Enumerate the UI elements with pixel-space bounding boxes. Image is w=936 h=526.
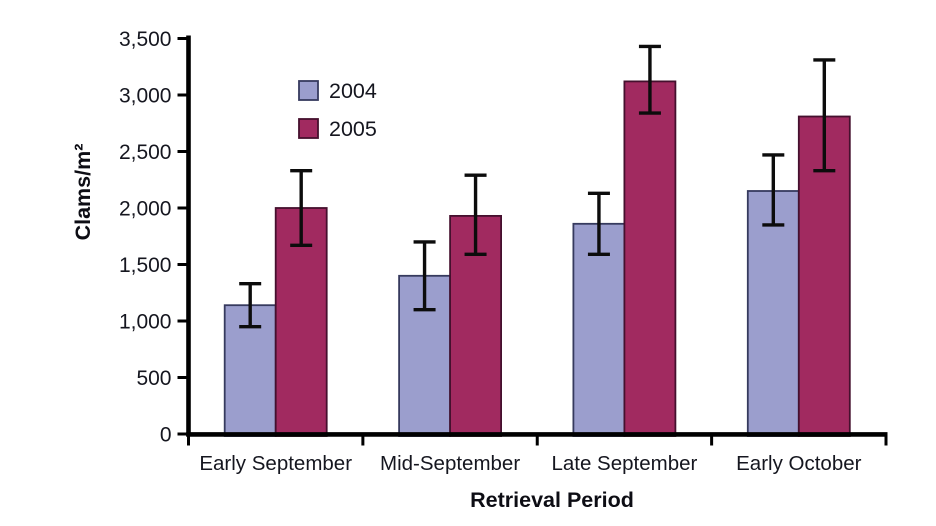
x-tick-label-0: Early September — [199, 452, 352, 475]
y-tick-label-3000: 3,000 — [119, 85, 172, 108]
bar-2004-3 — [746, 190, 800, 437]
bar-2005-0 — [274, 207, 328, 437]
y-tick-label-3500: 3,500 — [119, 28, 172, 51]
legend-swatch-1 — [298, 118, 319, 139]
y-tick-label-1000: 1,000 — [119, 311, 172, 334]
x-tick-label-3: Early October — [736, 452, 861, 475]
y-tick-label-1500: 1,500 — [119, 254, 172, 277]
legend-label-1: 2005 — [329, 117, 377, 141]
x-axis-title: Retrieval Period — [470, 488, 634, 512]
y-tick-label-500: 500 — [136, 367, 171, 390]
legend-label-0: 2004 — [329, 79, 377, 103]
x-tick-label-1: Mid-September — [380, 452, 520, 475]
x-tick-label-2: Late September — [551, 452, 697, 475]
legend-swatch-0 — [298, 80, 319, 101]
bar-2005-2 — [623, 80, 677, 437]
y-tick-label-0: 0 — [160, 424, 172, 447]
legend: 2004 2005 — [298, 79, 377, 141]
y-axis-title: Clams/m² — [71, 144, 95, 241]
y-tick-label-2000: 2,000 — [119, 198, 172, 221]
plot-area: 0 500 1,000 1,500 2,000 2,500 3,000 3,500 Early … — [119, 28, 888, 475]
y-tick-label-2500: 2,500 — [119, 141, 172, 164]
